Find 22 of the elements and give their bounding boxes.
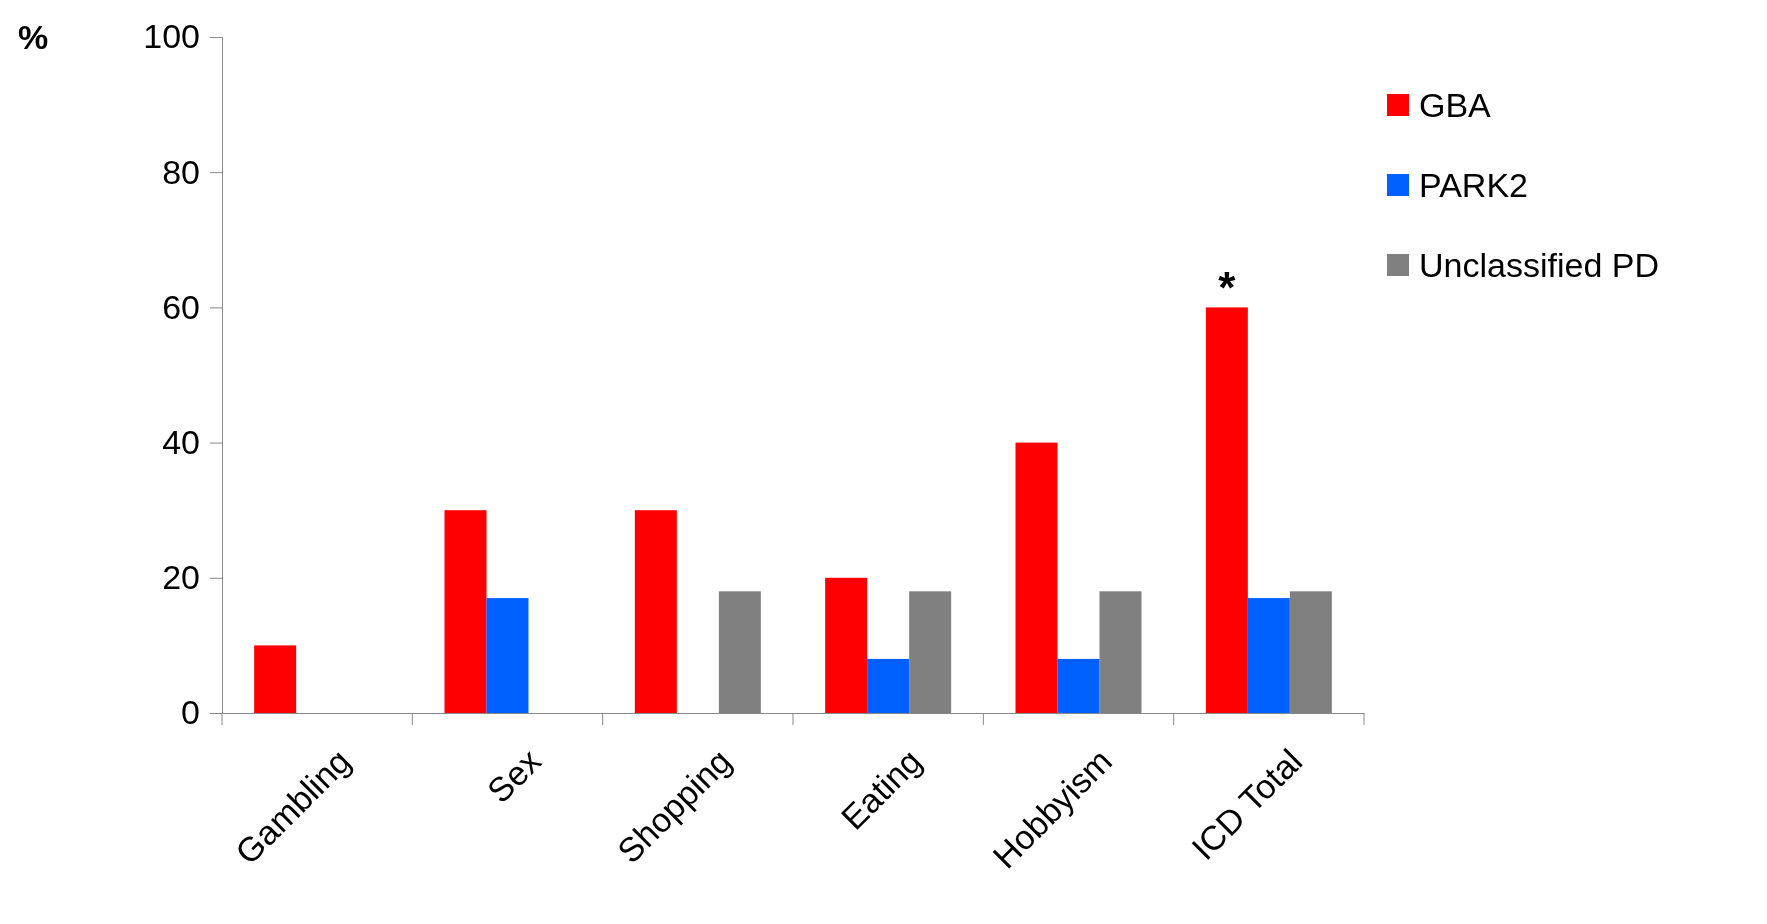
bar	[1057, 658, 1100, 713]
bar	[486, 598, 529, 713]
y-tick-label: 0	[181, 693, 200, 732]
y-axis-title: %	[17, 18, 49, 56]
bar	[1247, 598, 1290, 713]
y-tick-label: 20	[162, 558, 200, 597]
y-tick-label: 80	[162, 152, 200, 191]
annotation: *	[1218, 263, 1237, 313]
bar	[254, 645, 297, 713]
bar	[634, 510, 677, 713]
y-tick-label: 60	[162, 287, 200, 326]
bar	[825, 577, 868, 713]
legend-label: Unclassified PD	[1419, 245, 1659, 284]
bar	[867, 658, 910, 713]
legend-label: GBA	[1419, 85, 1492, 124]
y-tick-label: 40	[162, 422, 200, 461]
legend-label: PARK2	[1419, 165, 1528, 204]
bar	[444, 510, 487, 713]
y-tick-label: 100	[143, 17, 200, 56]
x-tick-label: Sex	[479, 741, 548, 810]
bar	[1015, 442, 1058, 713]
bar	[1205, 307, 1248, 713]
